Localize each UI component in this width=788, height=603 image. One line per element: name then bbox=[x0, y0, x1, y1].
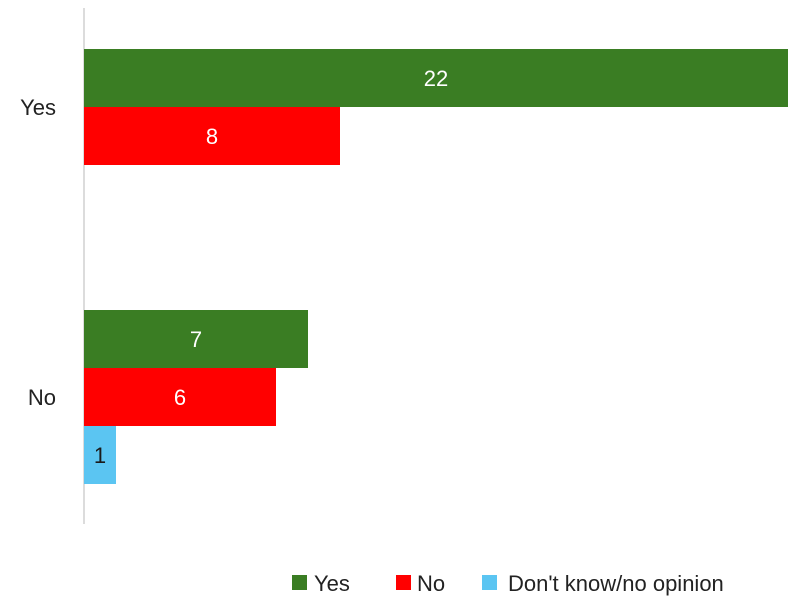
legend-label-don-t-know-no-opinion: Don't know/no opinion bbox=[508, 571, 724, 596]
bars-group: 22 8 7 6 1 bbox=[84, 49, 788, 484]
category-label-no: No bbox=[28, 385, 56, 410]
bar-yes-yes bbox=[84, 49, 788, 107]
data-label-no-no: 6 bbox=[174, 385, 186, 410]
bar-no-yes bbox=[84, 310, 308, 368]
legend-swatch-yes bbox=[292, 575, 307, 590]
data-label-no-yes: 7 bbox=[190, 327, 202, 352]
data-label-yes-no: 8 bbox=[206, 124, 218, 149]
data-label-no-don-t-know-no-opinion: 1 bbox=[94, 443, 106, 468]
legend-label-yes: Yes bbox=[314, 571, 350, 596]
legend-swatch-no bbox=[396, 575, 411, 590]
bar-no-no bbox=[84, 368, 276, 426]
legend-label-no: No bbox=[417, 571, 445, 596]
category-labels: Yes No bbox=[20, 95, 56, 410]
legend-swatch-don-t-know-no-opinion bbox=[482, 575, 497, 590]
bar-yes-no bbox=[84, 107, 340, 165]
bar-no-don-t-know-no-opinion bbox=[84, 426, 116, 484]
legend: Yes No Don't know/no opinion bbox=[292, 571, 724, 596]
data-label-yes-yes: 22 bbox=[424, 66, 448, 91]
category-label-yes: Yes bbox=[20, 95, 56, 120]
